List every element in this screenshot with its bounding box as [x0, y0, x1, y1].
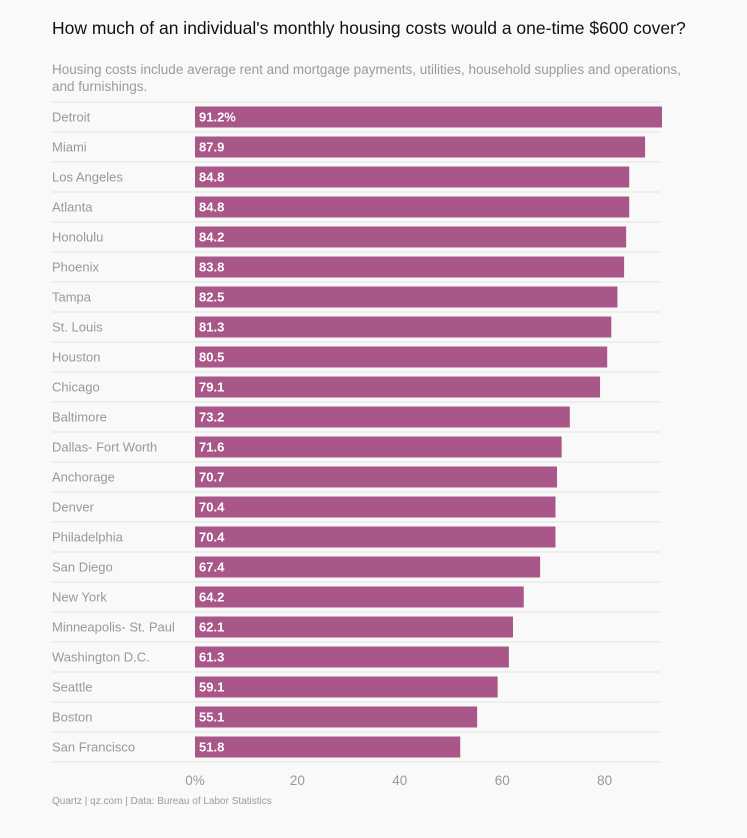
bar	[195, 586, 524, 608]
category-label: Dallas- Fort Worth	[52, 440, 157, 455]
bar	[195, 526, 556, 548]
category-label: Detroit	[52, 110, 91, 125]
bar	[195, 316, 612, 338]
bar	[195, 616, 513, 638]
value-label: 87.9	[199, 140, 224, 155]
bar	[195, 556, 541, 578]
value-label: 61.3	[199, 650, 224, 665]
x-tick-label: 0%	[185, 773, 205, 788]
bar	[195, 406, 570, 428]
category-label: New York	[52, 590, 107, 605]
value-label: 91.2%	[199, 110, 236, 125]
bar	[195, 106, 662, 128]
x-tick-label: 60	[495, 773, 510, 788]
category-label: Anchorage	[52, 470, 115, 485]
category-label: Baltimore	[52, 410, 107, 425]
bar	[195, 706, 478, 728]
category-label: San Francisco	[52, 740, 135, 755]
value-label: 70.4	[199, 500, 225, 515]
bar	[195, 286, 618, 308]
category-label: Boston	[52, 710, 92, 725]
value-label: 55.1	[199, 710, 224, 725]
bar	[195, 466, 558, 488]
chart-title: How much of an individual's monthly hous…	[52, 18, 686, 38]
value-label: 84.8	[199, 170, 224, 185]
category-label: Atlanta	[52, 200, 93, 215]
value-label: 83.8	[199, 260, 224, 275]
category-label: Los Angeles	[52, 170, 123, 185]
chart-subtitle: Housing costs include average rent and m…	[52, 62, 681, 94]
category-label: Minneapolis- St. Paul	[52, 620, 175, 635]
value-label: 84.2	[199, 230, 224, 245]
bar	[195, 676, 498, 698]
value-label: 82.5	[199, 290, 224, 305]
bar	[195, 736, 461, 758]
value-label: 73.2	[199, 410, 224, 425]
x-tick-label: 80	[597, 773, 612, 788]
category-label: Washington D.C.	[52, 650, 150, 665]
bar	[195, 226, 627, 248]
value-label: 64.2	[199, 590, 224, 605]
bar	[195, 496, 556, 518]
category-label: Chicago	[52, 380, 100, 395]
source-footer: Quartz | qz.com | Data: Bureau of Labor …	[52, 796, 272, 807]
category-label: Seattle	[52, 680, 92, 695]
category-label: San Diego	[52, 560, 113, 575]
value-label: 79.1	[199, 380, 224, 395]
category-label: Phoenix	[52, 260, 99, 275]
bar-chart: Detroit 91.2% Miami 87.9 Los Angeles 84.8 Atla…	[52, 101, 662, 788]
bar	[195, 376, 601, 398]
category-label: Philadelphia	[52, 530, 124, 545]
category-label: Tampa	[52, 290, 92, 305]
value-label: 67.4	[199, 560, 225, 575]
category-label: Honolulu	[52, 230, 103, 245]
bar	[195, 436, 562, 458]
value-label: 62.1	[199, 620, 224, 635]
x-tick-label: 20	[290, 773, 305, 788]
category-label: St. Louis	[52, 320, 103, 335]
bar	[195, 646, 509, 668]
bar	[195, 136, 646, 158]
bar	[195, 166, 630, 188]
value-label: 59.1	[199, 680, 224, 695]
value-label: 70.7	[199, 470, 224, 485]
value-label: 51.8	[199, 740, 224, 755]
bar	[195, 346, 608, 368]
bar	[195, 196, 630, 218]
x-tick-label: 40	[392, 773, 407, 788]
category-label: Denver	[52, 500, 95, 515]
category-label: Houston	[52, 350, 100, 365]
value-label: 70.4	[199, 530, 225, 545]
category-label: Miami	[52, 140, 87, 155]
value-label: 81.3	[199, 320, 224, 335]
value-label: 84.8	[199, 200, 224, 215]
value-label: 80.5	[199, 350, 224, 365]
value-label: 71.6	[199, 440, 224, 455]
bar	[195, 256, 625, 278]
